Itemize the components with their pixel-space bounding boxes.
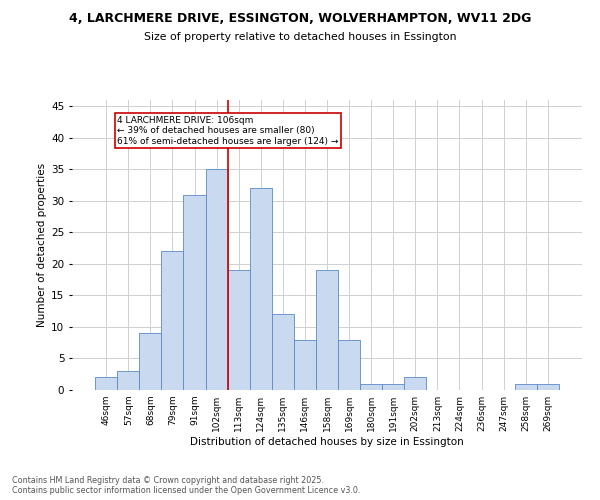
- Text: 4, LARCHMERE DRIVE, ESSINGTON, WOLVERHAMPTON, WV11 2DG: 4, LARCHMERE DRIVE, ESSINGTON, WOLVERHAM…: [69, 12, 531, 26]
- Bar: [360, 384, 382, 390]
- Bar: [294, 340, 316, 390]
- Text: Size of property relative to detached houses in Essington: Size of property relative to detached ho…: [144, 32, 456, 42]
- Bar: [227, 270, 250, 390]
- Bar: [272, 314, 294, 390]
- Bar: [95, 378, 117, 390]
- Bar: [206, 170, 227, 390]
- Text: 4 LARCHMERE DRIVE: 106sqm
← 39% of detached houses are smaller (80)
61% of semi-: 4 LARCHMERE DRIVE: 106sqm ← 39% of detac…: [117, 116, 338, 146]
- Bar: [117, 371, 139, 390]
- Bar: [537, 384, 559, 390]
- Bar: [316, 270, 338, 390]
- Bar: [184, 194, 206, 390]
- Bar: [250, 188, 272, 390]
- Bar: [161, 252, 184, 390]
- Y-axis label: Number of detached properties: Number of detached properties: [37, 163, 47, 327]
- Bar: [338, 340, 360, 390]
- Bar: [139, 334, 161, 390]
- Bar: [382, 384, 404, 390]
- Bar: [404, 378, 427, 390]
- Bar: [515, 384, 537, 390]
- Text: Contains HM Land Registry data © Crown copyright and database right 2025.
Contai: Contains HM Land Registry data © Crown c…: [12, 476, 361, 495]
- X-axis label: Distribution of detached houses by size in Essington: Distribution of detached houses by size …: [190, 437, 464, 447]
